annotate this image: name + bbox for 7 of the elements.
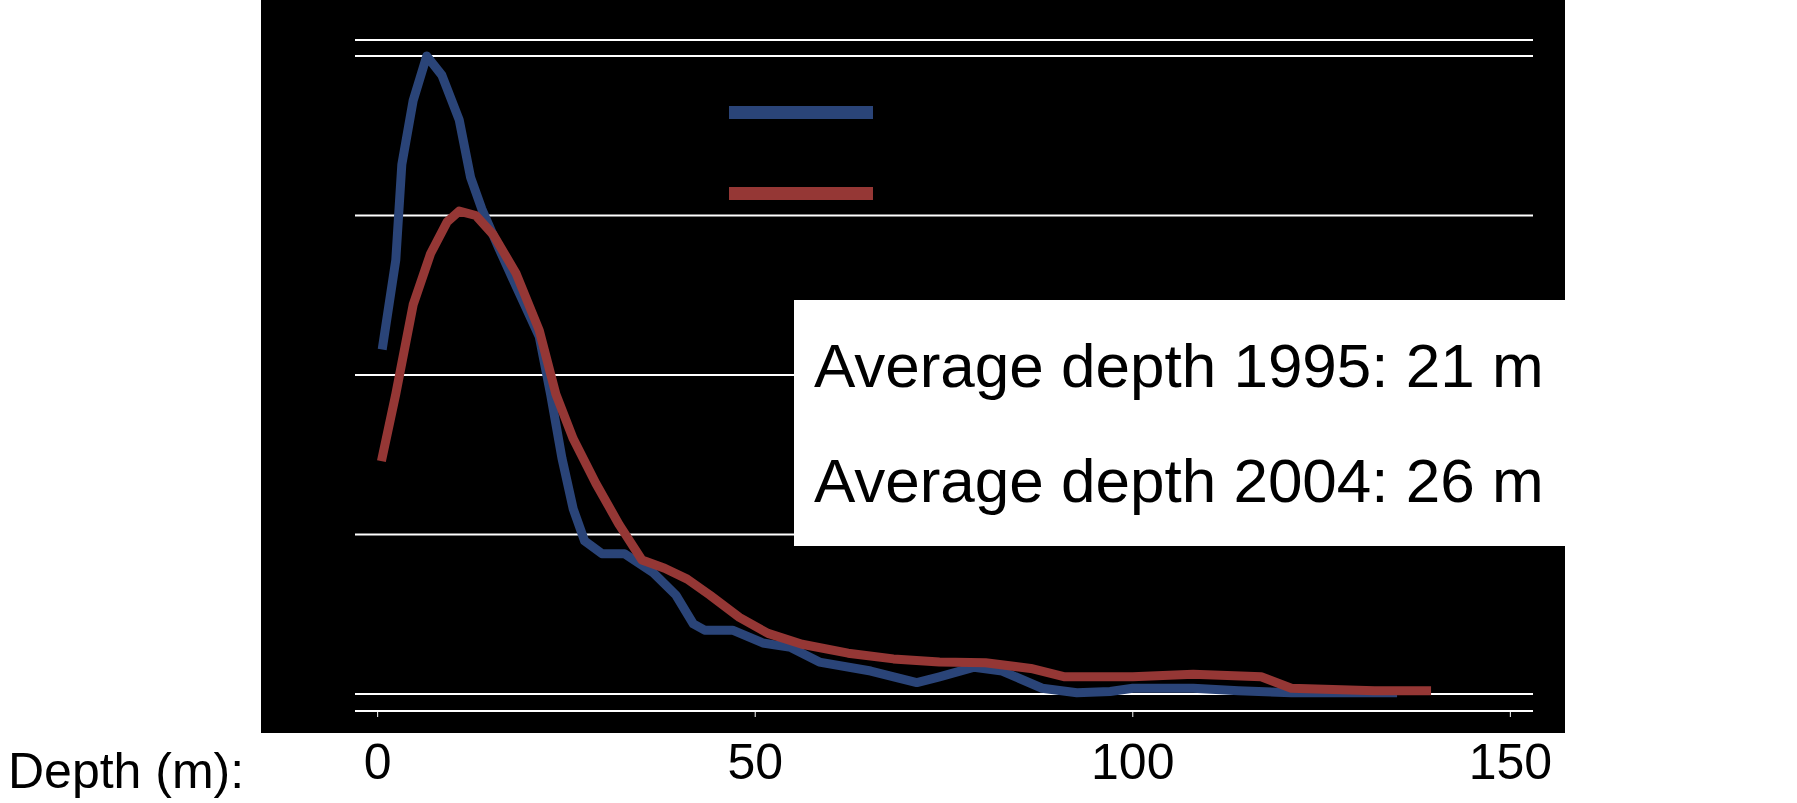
x-tick-label: 50 bbox=[727, 733, 784, 790]
x-axis-title: Depth (m): bbox=[8, 742, 245, 800]
x-tick-label: 150 bbox=[1468, 733, 1553, 790]
annotation: Average depth 2004: 26 m bbox=[814, 445, 1545, 516]
annotation: Average depth 1995: 21 m bbox=[814, 330, 1545, 401]
x-tick-label: 0 bbox=[363, 733, 392, 790]
x-tick-label: 100 bbox=[1091, 733, 1175, 790]
